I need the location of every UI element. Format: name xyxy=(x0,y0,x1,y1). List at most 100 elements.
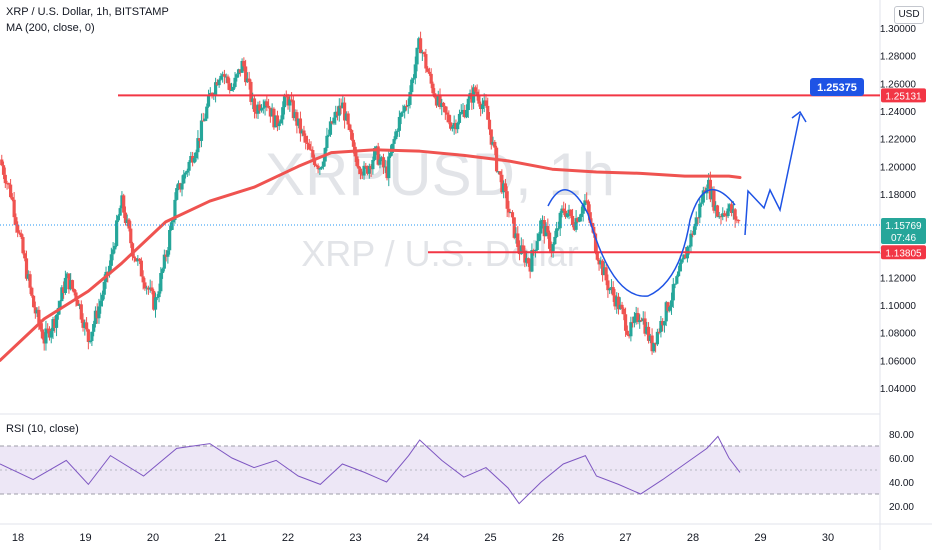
candle-body xyxy=(618,304,622,310)
candle-body xyxy=(609,287,614,289)
candle-body xyxy=(77,304,82,306)
candle-body xyxy=(484,100,488,106)
candle-body xyxy=(14,217,18,225)
candle-body xyxy=(62,287,66,294)
candle-body xyxy=(217,79,221,86)
time-tick-label: 19 xyxy=(79,532,91,544)
watermark-symbol: XRPUSD, 1h xyxy=(265,141,615,208)
candle-body xyxy=(595,252,599,260)
candle-body xyxy=(689,233,693,247)
candle-body xyxy=(153,297,158,310)
candle-body xyxy=(171,220,175,223)
candle-body xyxy=(213,82,218,95)
target-label: 1.25375 xyxy=(817,82,857,94)
target-callout[interactable] xyxy=(810,78,864,96)
price-tick-label: 1.18000 xyxy=(880,190,917,201)
candle-body xyxy=(341,102,345,109)
candle-body xyxy=(726,208,730,217)
candle-body xyxy=(169,222,174,231)
currency-button[interactable]: USD xyxy=(894,6,924,24)
candle-body xyxy=(537,233,541,242)
candle-body xyxy=(297,118,301,126)
candle-body xyxy=(544,226,548,237)
candle-body xyxy=(601,260,605,276)
candle-body xyxy=(526,258,530,264)
candle-body xyxy=(477,95,481,104)
candle-body xyxy=(388,152,393,157)
candle-body xyxy=(731,209,735,214)
rsi-tick-label: 40.00 xyxy=(889,478,914,489)
candle-body xyxy=(712,189,716,211)
candle-body xyxy=(233,77,237,87)
candle-body xyxy=(138,258,142,261)
candle-body xyxy=(259,108,264,111)
candle-body xyxy=(185,170,189,173)
candle-body xyxy=(83,322,87,328)
candle-body xyxy=(69,280,73,290)
candle-body xyxy=(429,73,433,84)
candle-body xyxy=(654,342,658,345)
candle-body xyxy=(599,260,603,265)
candle-body xyxy=(316,165,320,170)
candle-body xyxy=(337,105,341,116)
time-tick-label: 27 xyxy=(619,532,631,544)
candle-body xyxy=(249,81,253,102)
candle-body xyxy=(523,250,527,263)
candle-body xyxy=(208,93,212,95)
candle-body xyxy=(141,276,145,283)
candle-body xyxy=(26,274,30,279)
candle-body xyxy=(707,179,711,189)
candle-body xyxy=(254,111,258,114)
candle-body xyxy=(516,233,520,248)
candle-body xyxy=(342,102,347,121)
candle-body xyxy=(136,258,140,262)
candle-body xyxy=(24,258,29,279)
candle-body xyxy=(281,107,285,120)
price-tick-label: 1.22000 xyxy=(880,135,917,146)
pattern-curve-drawing[interactable] xyxy=(547,188,736,297)
candle-body xyxy=(221,74,225,76)
candle-body xyxy=(615,296,619,307)
projection-path[interactable] xyxy=(744,113,801,236)
candle-body xyxy=(268,107,272,117)
candle-body xyxy=(199,120,204,141)
candle-body xyxy=(551,244,555,252)
candle-body xyxy=(187,161,191,171)
candle-body xyxy=(586,201,591,213)
candle-body xyxy=(284,96,288,98)
projection-arrow-icon xyxy=(791,110,807,123)
time-tick-label: 30 xyxy=(822,532,834,544)
candle-body xyxy=(502,183,506,193)
candle-body xyxy=(555,228,559,237)
candle-body xyxy=(659,320,663,332)
candle-body xyxy=(427,71,432,74)
candle-body xyxy=(265,101,269,106)
candle-body xyxy=(721,213,725,217)
candle-body xyxy=(632,316,637,323)
candle-body xyxy=(168,230,172,251)
rsi-indicator-label[interactable]: RSI (10, close) xyxy=(6,423,79,435)
candle-body xyxy=(588,212,592,223)
ma-indicator-label[interactable]: MA (200, close, 0) xyxy=(6,22,95,34)
candle-body xyxy=(392,139,396,144)
candle-body xyxy=(396,130,400,132)
symbol-title[interactable]: XRP / U.S. Dollar, 1h, BITSTAMP xyxy=(6,6,169,18)
candle-body xyxy=(263,101,267,108)
candle-body xyxy=(413,64,417,79)
candle-body xyxy=(17,232,22,234)
candle-body xyxy=(37,309,41,324)
candle-body xyxy=(440,102,444,107)
candle-body xyxy=(270,108,274,117)
candle-body xyxy=(279,119,283,124)
candle-body xyxy=(65,273,69,278)
candle-body xyxy=(650,335,654,352)
candle-body xyxy=(525,258,529,263)
candle-body xyxy=(320,166,324,169)
candle-body xyxy=(376,146,380,165)
candle-body xyxy=(350,130,354,140)
candle-body xyxy=(228,83,232,91)
candle-body xyxy=(496,171,500,173)
moving-average-line[interactable] xyxy=(0,148,742,362)
current-price-label-text: 1.15769 xyxy=(885,221,922,232)
